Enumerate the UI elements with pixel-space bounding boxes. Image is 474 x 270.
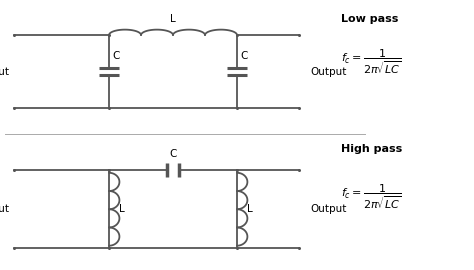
Text: L: L (170, 14, 176, 24)
Text: Low pass: Low pass (341, 14, 399, 24)
Text: L: L (247, 204, 253, 214)
Text: $f_c = \dfrac{1}{2\pi\sqrt{LC}}$: $f_c = \dfrac{1}{2\pi\sqrt{LC}}$ (341, 183, 402, 211)
Text: Input: Input (0, 66, 9, 77)
Text: $f_c = \dfrac{1}{2\pi\sqrt{LC}}$: $f_c = \dfrac{1}{2\pi\sqrt{LC}}$ (341, 48, 402, 76)
Text: L: L (119, 204, 125, 214)
Text: Output: Output (310, 204, 347, 214)
Text: Output: Output (310, 66, 347, 77)
Text: Input: Input (0, 204, 9, 214)
Text: C: C (112, 51, 120, 61)
Text: C: C (169, 149, 177, 159)
Text: High pass: High pass (341, 143, 402, 154)
Text: C: C (240, 51, 248, 61)
